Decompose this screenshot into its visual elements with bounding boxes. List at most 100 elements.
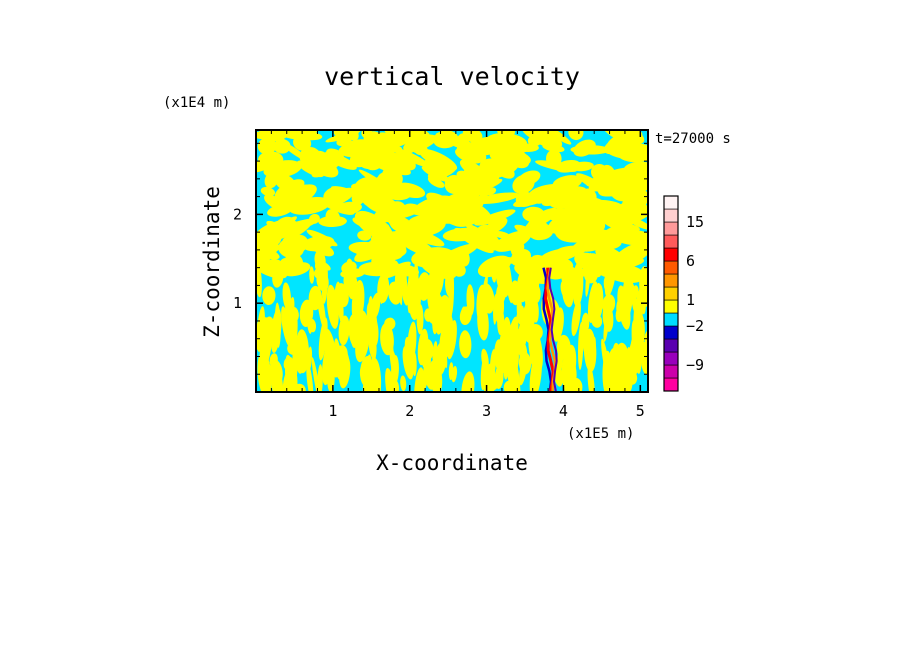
positive-patch	[571, 299, 581, 337]
positive-patch	[529, 336, 542, 366]
x-axis: 1 2 3 4 5	[270, 130, 645, 420]
downdraft-streak	[548, 267, 558, 392]
x-tick-label: 5	[636, 402, 645, 420]
time-label: t=27000 s	[655, 131, 731, 147]
positive-patch	[403, 203, 423, 215]
positive-patch	[612, 371, 622, 384]
positive-patch	[479, 158, 510, 176]
colorbar-label: 1	[686, 291, 695, 309]
x-tick-label: 2	[405, 402, 414, 420]
positive-patch	[380, 207, 393, 218]
positive-patch	[519, 352, 528, 386]
positive-patch	[581, 324, 591, 362]
y-scale-label: (x1E4 m)	[163, 95, 230, 111]
positive-patch	[461, 371, 475, 392]
positive-patch	[411, 247, 455, 268]
x-tick-label: 4	[559, 402, 568, 420]
positive-patch	[605, 370, 614, 386]
positive-patch	[404, 336, 416, 373]
positive-patch	[325, 209, 341, 227]
y-tick-label: 1	[233, 294, 242, 312]
colorbar-label: −9	[686, 356, 704, 374]
positive-patch	[322, 340, 335, 386]
positive-patch	[279, 257, 295, 276]
positive-patch	[602, 303, 614, 332]
positive-patch	[256, 157, 278, 173]
positive-patch	[283, 286, 288, 305]
positive-patch	[274, 174, 297, 192]
positive-patch	[451, 365, 458, 383]
positive-patch	[321, 262, 328, 304]
colorbar-swatch	[663, 312, 679, 327]
positive-patch	[295, 329, 310, 374]
colorbar-swatch	[663, 299, 679, 314]
positive-patch	[595, 246, 625, 266]
positive-patch	[477, 304, 489, 341]
colorbar-swatch	[663, 377, 679, 392]
positive-patch	[505, 335, 519, 376]
positive-patch	[426, 270, 440, 317]
positive-patch	[578, 322, 584, 370]
positive-patch	[448, 268, 455, 317]
positive-patch	[414, 261, 419, 289]
colorbar-swatch	[663, 273, 679, 288]
positive-patch	[360, 356, 374, 384]
positive-patch	[416, 304, 424, 335]
positive-patch	[441, 312, 454, 336]
positive-patch	[601, 130, 645, 145]
positive-patch	[357, 230, 372, 241]
positive-patch	[260, 186, 276, 197]
x-tick-label: 1	[328, 402, 337, 420]
positive-patch	[318, 317, 328, 361]
positive-patch	[282, 184, 317, 207]
colorbar-swatch	[663, 325, 679, 340]
x-tick-label: 3	[482, 402, 491, 420]
colorbar: 15 6 1 −2 −9	[663, 195, 704, 392]
positive-patch	[415, 216, 446, 236]
positive-patch	[339, 139, 374, 157]
positive-patch	[601, 338, 610, 379]
positive-patch	[311, 150, 337, 170]
x-axis-label: X-coordinate	[376, 451, 528, 475]
positive-patch	[552, 175, 583, 191]
positive-patch	[413, 287, 419, 311]
positive-patch	[583, 253, 599, 262]
positive-patch	[421, 166, 451, 183]
positive-patch	[400, 375, 407, 392]
positive-patch	[348, 313, 362, 348]
positive-patch	[352, 217, 377, 229]
positive-patch	[403, 134, 437, 152]
positive-patch	[573, 139, 596, 157]
positive-patch	[380, 322, 394, 356]
colorbar-swatch	[663, 351, 679, 366]
positive-patch	[481, 348, 489, 371]
colorbar-swatch	[663, 247, 679, 262]
positive-patch	[273, 138, 291, 154]
positive-patch	[586, 171, 619, 187]
positive-patch	[391, 147, 431, 168]
colorbar-swatch	[663, 286, 679, 301]
positive-patch	[528, 324, 543, 341]
positive-patch	[504, 258, 513, 304]
positive-patch	[288, 372, 296, 392]
positive-patch	[368, 238, 406, 253]
positive-patch	[629, 143, 648, 157]
positive-patch	[514, 263, 551, 285]
chart-title: vertical velocity	[324, 62, 580, 91]
positive-patch	[615, 304, 625, 323]
positive-patch	[521, 300, 535, 335]
colorbar-swatch	[663, 221, 679, 236]
positive-patch	[276, 216, 296, 231]
positive-patch	[495, 292, 505, 324]
positive-patch	[493, 230, 532, 252]
positive-patch	[256, 131, 285, 142]
positive-patch	[309, 241, 334, 257]
colorbar-swatch	[663, 260, 679, 275]
positive-patch	[540, 248, 579, 263]
positive-patch	[323, 151, 357, 170]
positive-patch	[401, 268, 407, 294]
positive-patch	[464, 180, 481, 201]
positive-patch	[418, 148, 458, 171]
positive-patch	[371, 254, 401, 275]
positive-patch	[493, 294, 498, 325]
